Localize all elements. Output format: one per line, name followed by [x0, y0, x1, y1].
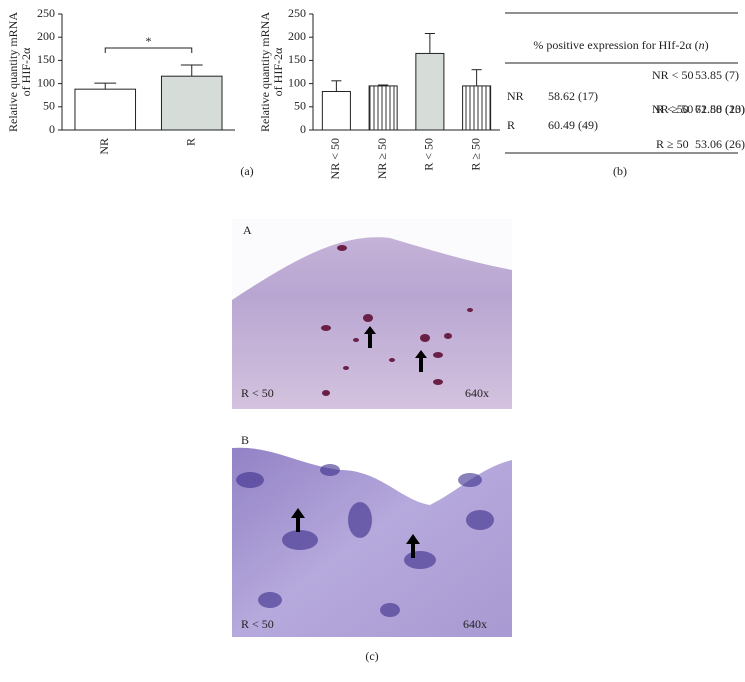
y-tick-label: 100: [37, 75, 55, 89]
table: % positive expression for HIf-2α (n) NR …: [505, 12, 745, 154]
subgroup-value: 62.50 (10): [695, 102, 745, 116]
bar: [321, 90, 351, 131]
background: [232, 429, 512, 505]
group-label: NR: [507, 89, 524, 103]
bar: [74, 88, 137, 131]
x-tick-label: R < 50: [422, 138, 436, 171]
subgroup-label: NR ≥ 50: [652, 102, 693, 116]
arrow: [415, 350, 427, 372]
micrograph-label: B: [241, 433, 249, 447]
y-tick-label: 200: [288, 29, 306, 43]
group-label: R: [507, 118, 515, 132]
micrograph: B R < 50 640x: [232, 429, 512, 637]
x-tick-label: R: [184, 138, 198, 146]
micrograph-group: R < 50: [241, 617, 274, 631]
bar-chart: 0 50 100 150 200 250 Relative quantity mRNA of …: [6, 6, 235, 155]
y-tick-label: 100: [288, 75, 306, 89]
micrograph-group: R < 50: [241, 386, 274, 400]
stained-cells: [321, 245, 473, 396]
y-tick-label: 200: [37, 29, 55, 43]
y-tick-label: 250: [288, 6, 306, 20]
y-tick-label: 0: [300, 122, 306, 136]
subgroup-value: 53.85 (7): [695, 68, 739, 82]
y-tick-label: 0: [49, 122, 55, 136]
bar: [462, 85, 492, 131]
subgroup-value: 53.06 (26): [695, 137, 745, 151]
bar: [368, 85, 398, 131]
magnification: 640x: [465, 386, 489, 400]
significance-label: *: [146, 34, 152, 48]
table-header: % positive expression for HIf-2α (n): [533, 38, 708, 52]
arrow: [364, 326, 376, 348]
y-tick-label: 150: [37, 52, 55, 66]
arrow: [291, 508, 305, 532]
micrograph: A R < 50 640x: [232, 219, 512, 409]
y-tick-label: 250: [37, 6, 55, 20]
group-value: 60.49 (49): [548, 118, 598, 132]
bar: [160, 75, 223, 131]
bar: [415, 52, 445, 131]
micrograph-label: A: [243, 223, 252, 237]
x-tick-label: NR ≥ 50: [375, 138, 389, 179]
x-tick-label: NR: [97, 138, 111, 155]
subgroup-value: 71.88 (23): [695, 102, 745, 116]
group-value: 58.62 (17): [548, 89, 598, 103]
bar-chart: 0 50 100 150 200 250 Relative quantity mRNA of …: [258, 6, 500, 179]
subgroup-label: NR < 50: [652, 68, 693, 82]
y-axis-label: of HIF-2α: [19, 47, 33, 96]
y-tick-label: 50: [43, 99, 55, 113]
y-tick-label: 150: [288, 52, 306, 66]
magnification: 640x: [463, 617, 487, 631]
significance-bracket: [104, 47, 193, 53]
y-axis-label: of HIF-2α: [271, 47, 285, 96]
subgroup-label: R ≥ 50: [656, 137, 689, 151]
background: [232, 219, 512, 300]
subgroup-label: R < 50: [656, 102, 689, 116]
cells: [236, 464, 494, 617]
x-tick-label: NR < 50: [328, 138, 342, 179]
panel-label: (c): [365, 649, 378, 663]
panel-label: (b): [613, 164, 627, 178]
panel-label: (a): [240, 164, 253, 178]
y-tick-label: 50: [294, 99, 306, 113]
y-axis-label: Relative quantity mRNA: [258, 12, 272, 132]
arrow: [406, 534, 420, 558]
x-tick-label: R ≥ 50: [468, 138, 482, 171]
y-axis-label: Relative quantity mRNA: [6, 12, 20, 132]
